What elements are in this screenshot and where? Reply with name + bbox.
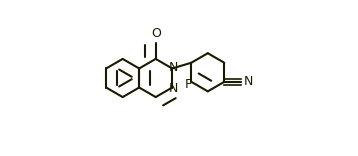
Text: N: N (243, 75, 253, 88)
Text: N: N (169, 61, 178, 74)
Text: F: F (185, 78, 192, 91)
Text: O: O (151, 27, 161, 40)
Text: N: N (169, 82, 178, 95)
